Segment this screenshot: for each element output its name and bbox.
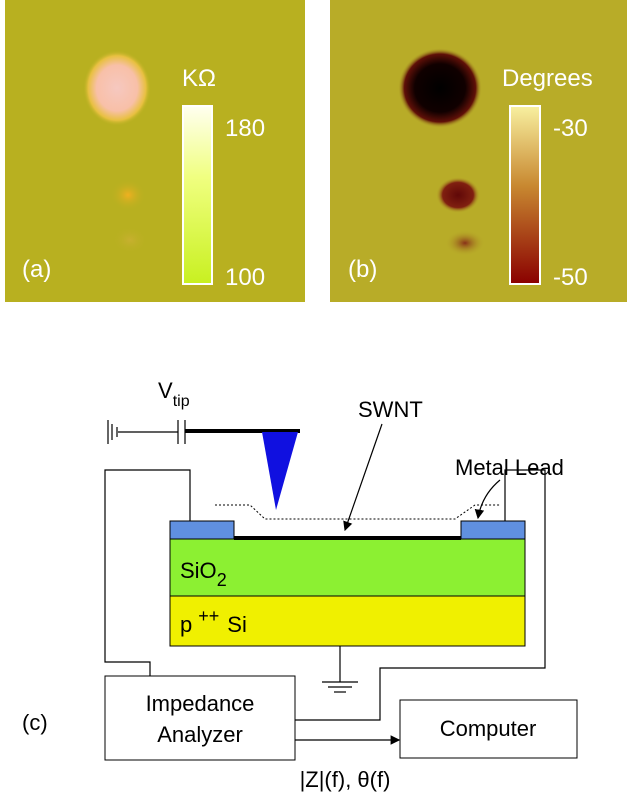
scan-path	[215, 504, 500, 520]
substrate	[169, 595, 526, 647]
unit: KΩ	[182, 65, 216, 92]
panel-c: Vtip SWNT Metal Lead SiO2 p ++ Si Impedanc…	[22, 378, 578, 792]
tip	[262, 432, 298, 510]
scale-max: -30	[553, 115, 588, 142]
oxide	[169, 538, 526, 597]
swnt-label: SWNT	[358, 397, 423, 422]
image-a	[5, 0, 305, 302]
blob	[110, 179, 146, 211]
colorbar	[509, 105, 541, 285]
scale-min: 100	[225, 264, 265, 291]
blob	[436, 177, 480, 213]
blob	[83, 50, 151, 126]
oxide-label: SiO2	[180, 558, 227, 590]
arrow	[474, 479, 501, 520]
tip-v: V	[158, 378, 173, 403]
panel-label: (a)	[22, 256, 51, 283]
computer-box	[399, 699, 578, 759]
output-label: |Z|(f), θ(f)	[300, 767, 391, 792]
lead-left	[169, 520, 235, 540]
panel-a: KΩ 180 100 (a)	[5, 0, 305, 302]
blob	[398, 48, 482, 128]
scale-max: 180	[225, 115, 265, 142]
arrow	[343, 423, 383, 532]
unit: Degrees	[502, 65, 593, 92]
si: Si	[227, 612, 247, 637]
substrate-label: p ++ Si	[180, 606, 247, 637]
analyzer-label: Impedance	[146, 691, 255, 716]
blob	[112, 226, 148, 254]
p: p	[180, 612, 192, 637]
lead-right	[460, 520, 526, 540]
analyzer-box	[104, 675, 296, 761]
scale-min: -50	[553, 264, 588, 291]
panel-b: Degrees -30 -50 (b)	[330, 0, 627, 302]
analyzer-label: Analyzer	[157, 722, 243, 747]
oxide-sub: 2	[217, 570, 227, 590]
colorbar	[182, 105, 213, 285]
blob	[445, 230, 485, 256]
tip-voltage: Vtip	[158, 378, 190, 410]
wire	[295, 469, 546, 721]
doping: ++	[198, 606, 219, 626]
lead-label: Metal Lead	[455, 455, 564, 480]
tip-sub: tip	[173, 393, 190, 410]
panel-label: (b)	[348, 256, 377, 283]
computer-label: Computer	[440, 716, 537, 741]
oxide-text: SiO	[180, 558, 217, 583]
panel-label: (c)	[22, 710, 48, 735]
wire	[104, 469, 191, 676]
